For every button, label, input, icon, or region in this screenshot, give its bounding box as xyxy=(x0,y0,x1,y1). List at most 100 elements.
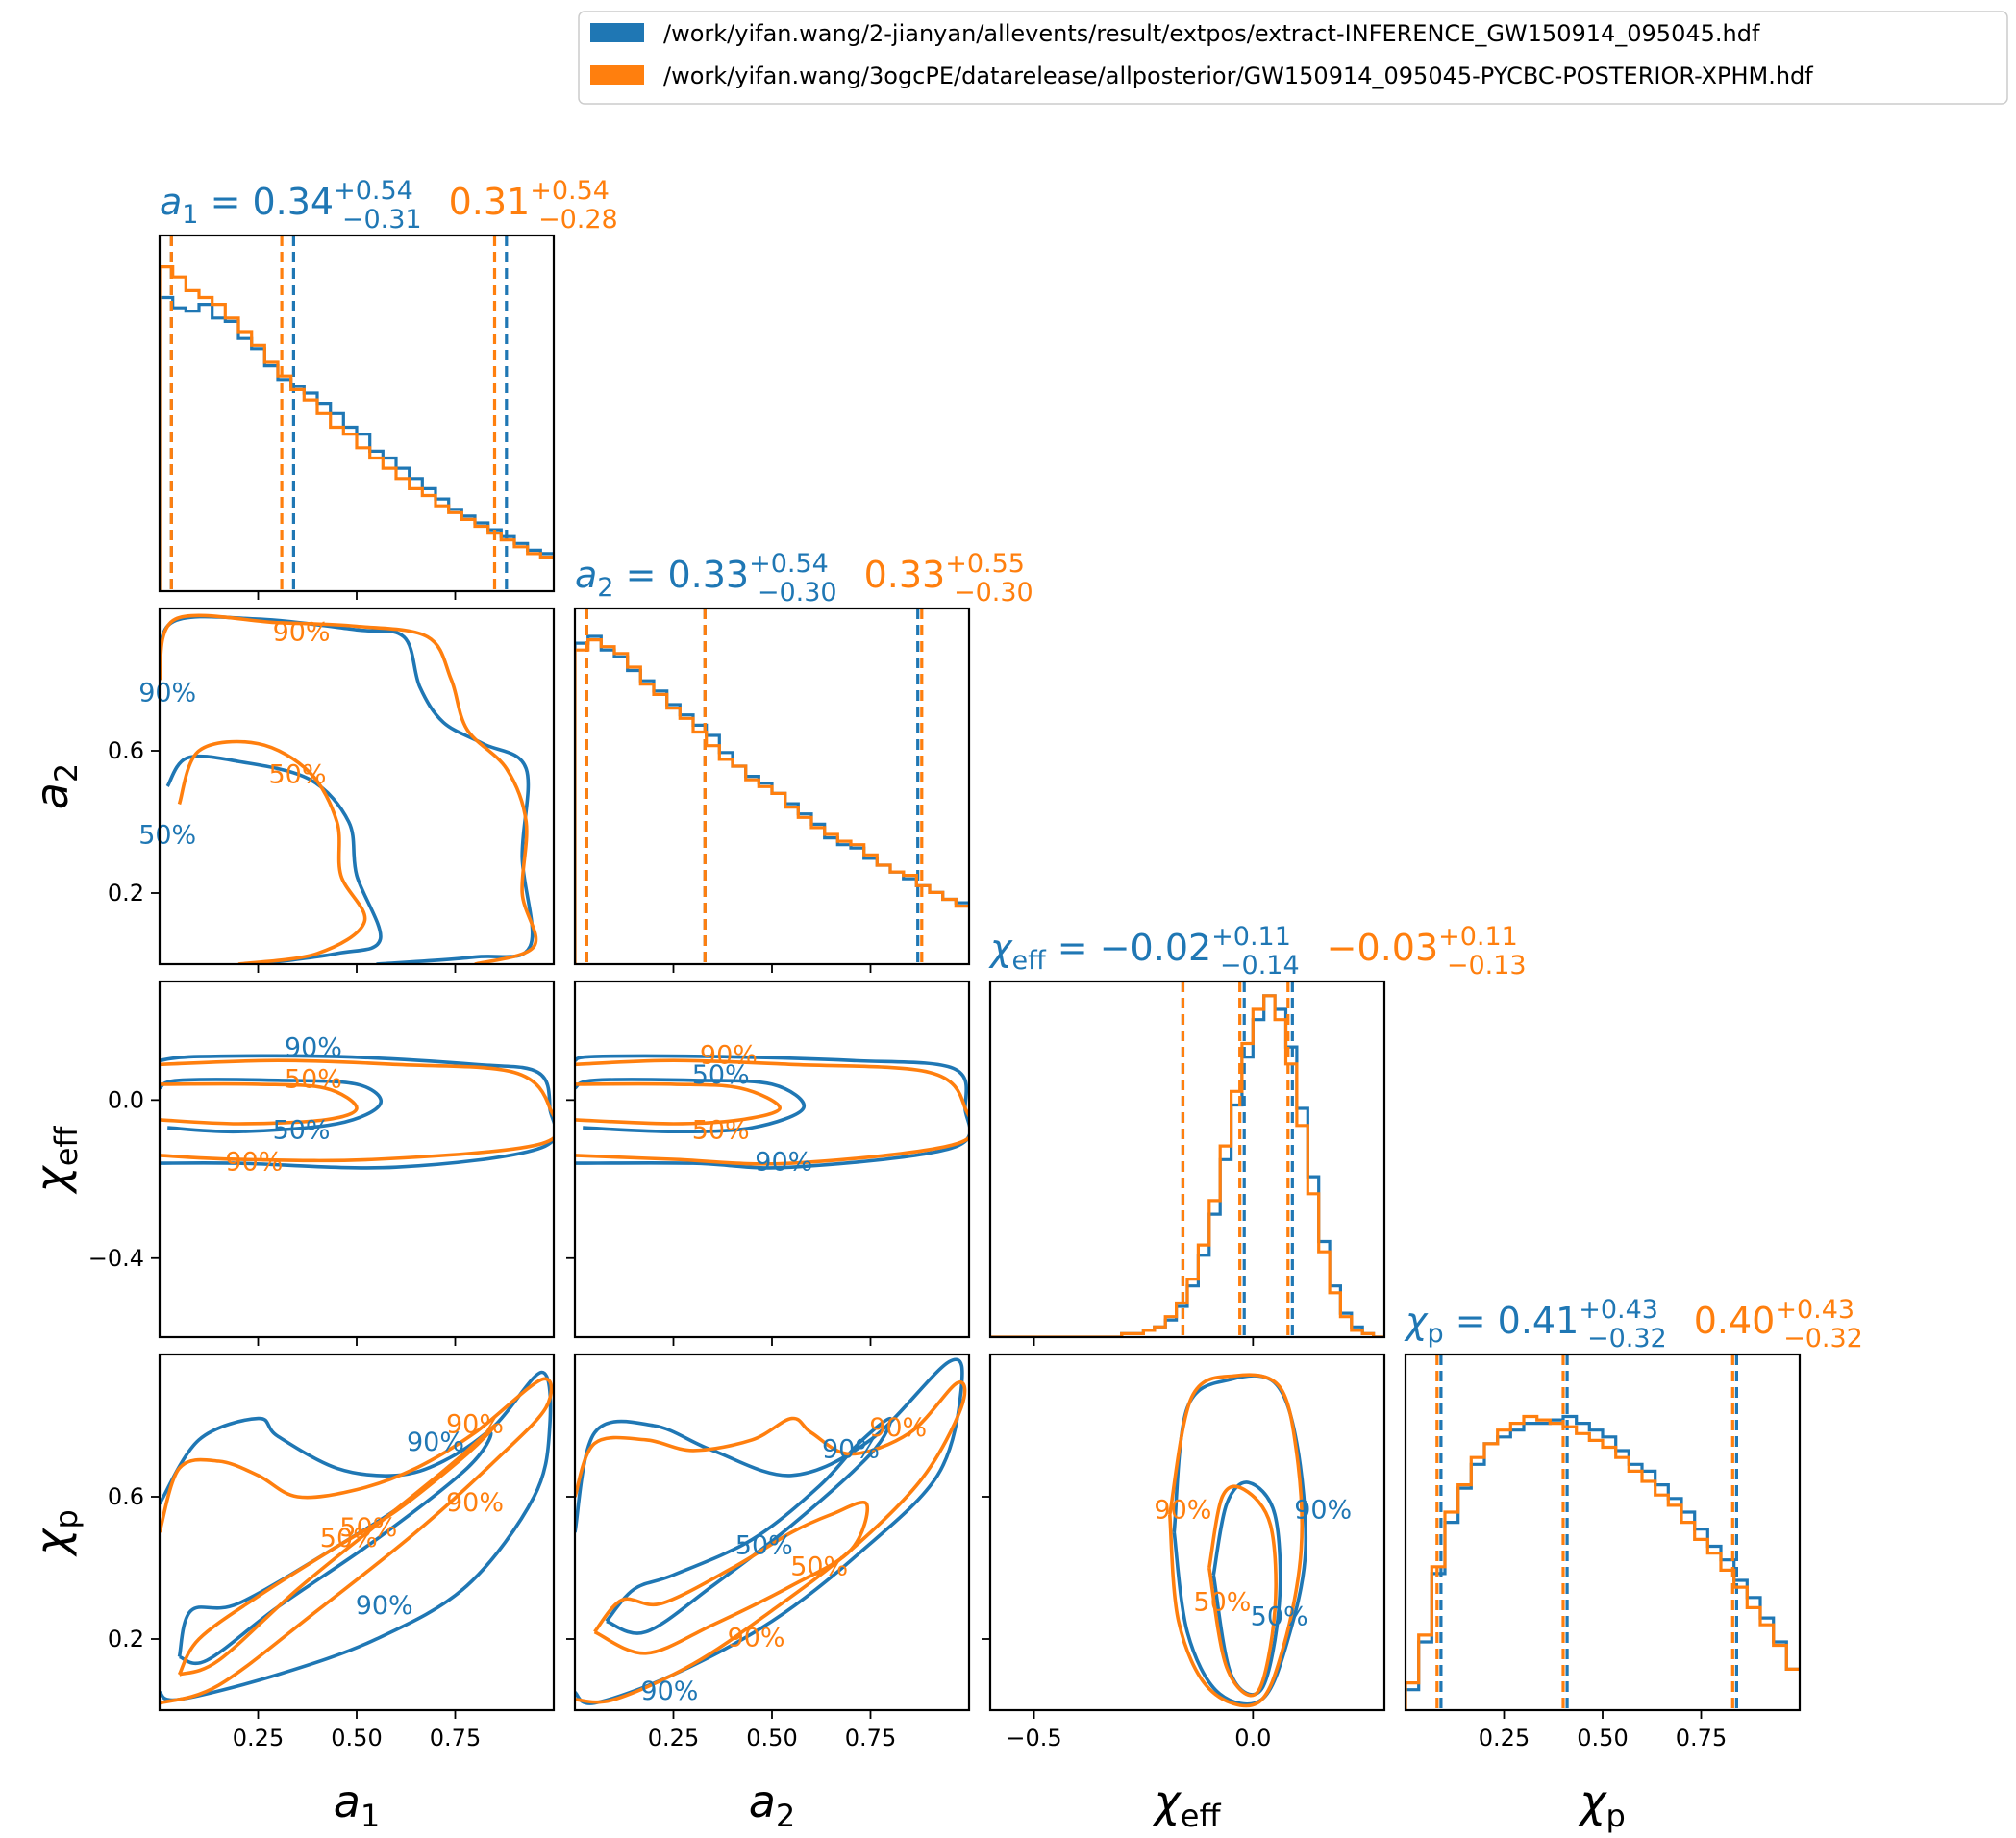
x-axis-label-a1: a1 xyxy=(334,1776,381,1834)
title-part-3: 0.33 xyxy=(667,554,749,596)
title-part-4: +0.54 xyxy=(749,549,829,579)
panel-frame xyxy=(1404,1353,1802,1712)
contour-50-series-1 xyxy=(177,739,367,964)
y-axis-label-chi_eff: χeff xyxy=(26,1126,85,1196)
panel-title-a2: a2 = 0.33+0.54 −0.30 0.33+0.55 −0.30 xyxy=(575,549,1033,608)
contour-90-series-1 xyxy=(160,1377,554,1705)
contour-label: 90% xyxy=(285,1032,342,1062)
title-part-6: 0.40 xyxy=(1694,1300,1776,1342)
title-part-1: p xyxy=(1428,1319,1444,1349)
y-tick-label: 0.6 xyxy=(108,1483,144,1510)
contour-90-series-0 xyxy=(575,1054,969,1170)
contour-panel-chi_eff-vs-a1: 90%50%50%90%−0.40.0 xyxy=(88,980,556,1346)
contour-label: 50% xyxy=(735,1530,793,1560)
x-tick-label: 0.25 xyxy=(1479,1725,1530,1751)
title-part-0: χ xyxy=(1404,1300,1429,1342)
y-axis-label-chi_p-symbol: χ xyxy=(26,1528,78,1558)
contour-50-series-1 xyxy=(575,1081,782,1126)
contour-50-series-0 xyxy=(160,1078,384,1134)
title-part-1: 1 xyxy=(182,200,198,230)
title-part-2: = xyxy=(1444,1300,1498,1342)
contour-label: 90% xyxy=(755,1148,812,1178)
contour-50-series-1 xyxy=(1207,1484,1278,1698)
contour-panel-a2-vs-a1: 90% 90% 50% 50% 0.2 0.6 xyxy=(108,607,556,973)
y-axis-label-a2-symbol: a xyxy=(26,782,78,809)
x-axis-label-a2-symbol: a xyxy=(749,1776,776,1827)
contour-label: 50% xyxy=(268,759,326,789)
panel-frame xyxy=(988,980,1386,1339)
contour-label: 90% xyxy=(1154,1495,1211,1525)
title-part-0: a xyxy=(160,181,182,223)
contour-90-series-0 xyxy=(160,614,535,964)
x-axis-label-chi_p-symbol: χ xyxy=(1577,1776,1607,1827)
title-part-8: −0.30 xyxy=(954,578,1033,608)
title-part-7: +0.11 xyxy=(1438,922,1518,952)
y-tick-label: −0.4 xyxy=(88,1245,144,1272)
contour-label: 90% xyxy=(273,617,331,647)
title-part-6: 0.31 xyxy=(449,181,531,223)
contour-label: 50% xyxy=(320,1524,378,1553)
legend-label-1: /work/yifan.wang/3ogcPE/datarelease/allp… xyxy=(663,62,1813,89)
contour-90-series-1 xyxy=(575,1380,967,1704)
title-part-3: 0.41 xyxy=(1498,1300,1580,1342)
legend-swatch-1 xyxy=(590,65,644,85)
hist-line-series-1 xyxy=(990,994,1384,1337)
x-tick-label: 0.50 xyxy=(1577,1725,1628,1751)
hist-panel-a1: a1 = 0.34+0.54 −0.31 0.31+0.54 −0.28 xyxy=(158,176,618,600)
x-axis-label-a1-symbol: a xyxy=(334,1776,361,1827)
title-part-1: 2 xyxy=(597,573,613,603)
legend-swatch-0 xyxy=(590,23,644,42)
contour-label: 50% xyxy=(285,1064,342,1094)
contour-label: 90% xyxy=(822,1434,880,1464)
title-part-2: = xyxy=(1046,927,1100,969)
y-tick-label: 0.0 xyxy=(108,1086,144,1113)
title-part-5: −0.31 xyxy=(342,205,422,235)
contour-50-series-0 xyxy=(575,1078,806,1133)
x-tick-label: 0.50 xyxy=(746,1725,797,1751)
title-part-0: χ xyxy=(988,927,1013,969)
title-part-7: +0.55 xyxy=(945,549,1025,579)
panel-title-chi_eff: χeff = −0.02+0.11 −0.14 −0.03+0.11 −0.13 xyxy=(988,922,1527,981)
x-axis-label-chi_p-subscript: p xyxy=(1605,1798,1625,1834)
contour-90-series-1 xyxy=(160,1058,554,1163)
contour-label: 90% xyxy=(728,1624,785,1653)
panel-title-a1: a1 = 0.34+0.54 −0.31 0.31+0.54 −0.28 xyxy=(160,176,618,235)
contour-panel-chi_p-vs-a1: 90%90%90%50%50%90%0.25 0.50 0.750.20.6 xyxy=(108,1353,556,1751)
x-axis-label-a2-subscript: 2 xyxy=(776,1798,795,1834)
contour-50-series-1 xyxy=(593,1501,870,1655)
contour-label: 50% xyxy=(339,1513,397,1543)
title-part-5: −0.14 xyxy=(1220,951,1300,981)
x-axis-label-chi_eff-symbol: χ xyxy=(1152,1776,1182,1827)
contour-90-series-1 xyxy=(575,1058,969,1166)
contour-label: 90% xyxy=(640,1677,698,1706)
title-part-5: −0.32 xyxy=(1587,1324,1667,1354)
y-axis-label-chi_p-subscript: p xyxy=(48,1509,85,1528)
x-axis-label-chi_p: χp xyxy=(1577,1776,1626,1834)
panel-frame xyxy=(158,607,556,966)
y-axis-label-chi_eff-subscript: eff xyxy=(48,1126,85,1167)
title-part-6: −0.03 xyxy=(1327,927,1438,969)
hist-line-series-0 xyxy=(1406,1414,1800,1710)
hist-line-series-1 xyxy=(160,265,554,591)
x-tick-label: −0.5 xyxy=(1006,1725,1061,1751)
contour-label: 90% xyxy=(356,1591,413,1621)
x-axis-label-chi_eff-subscript: eff xyxy=(1181,1798,1222,1834)
x-tick-label: 0.25 xyxy=(648,1725,699,1751)
contour-label: 90% xyxy=(138,678,196,708)
title-part-4: +0.43 xyxy=(1579,1295,1658,1325)
contour-label: 50% xyxy=(1193,1588,1251,1618)
contour-label: 50% xyxy=(273,1116,331,1146)
y-axis-label-a2-subscript: 2 xyxy=(48,763,85,782)
legend-frame xyxy=(578,11,2008,105)
y-axis-label-a2: a2 xyxy=(26,763,85,810)
x-axis-label-chi_eff: χeff xyxy=(1152,1776,1222,1834)
x-tick-label: 0.75 xyxy=(1676,1725,1727,1751)
title-part-8: −0.28 xyxy=(538,205,618,235)
contour-label: 50% xyxy=(138,820,196,850)
hist-line-series-1 xyxy=(1406,1414,1800,1710)
contour-label: 50% xyxy=(790,1552,848,1582)
title-part-0: a xyxy=(575,554,597,596)
x-axis-label-a1-subscript: 1 xyxy=(361,1798,380,1834)
contour-50-series-1 xyxy=(160,1081,359,1126)
